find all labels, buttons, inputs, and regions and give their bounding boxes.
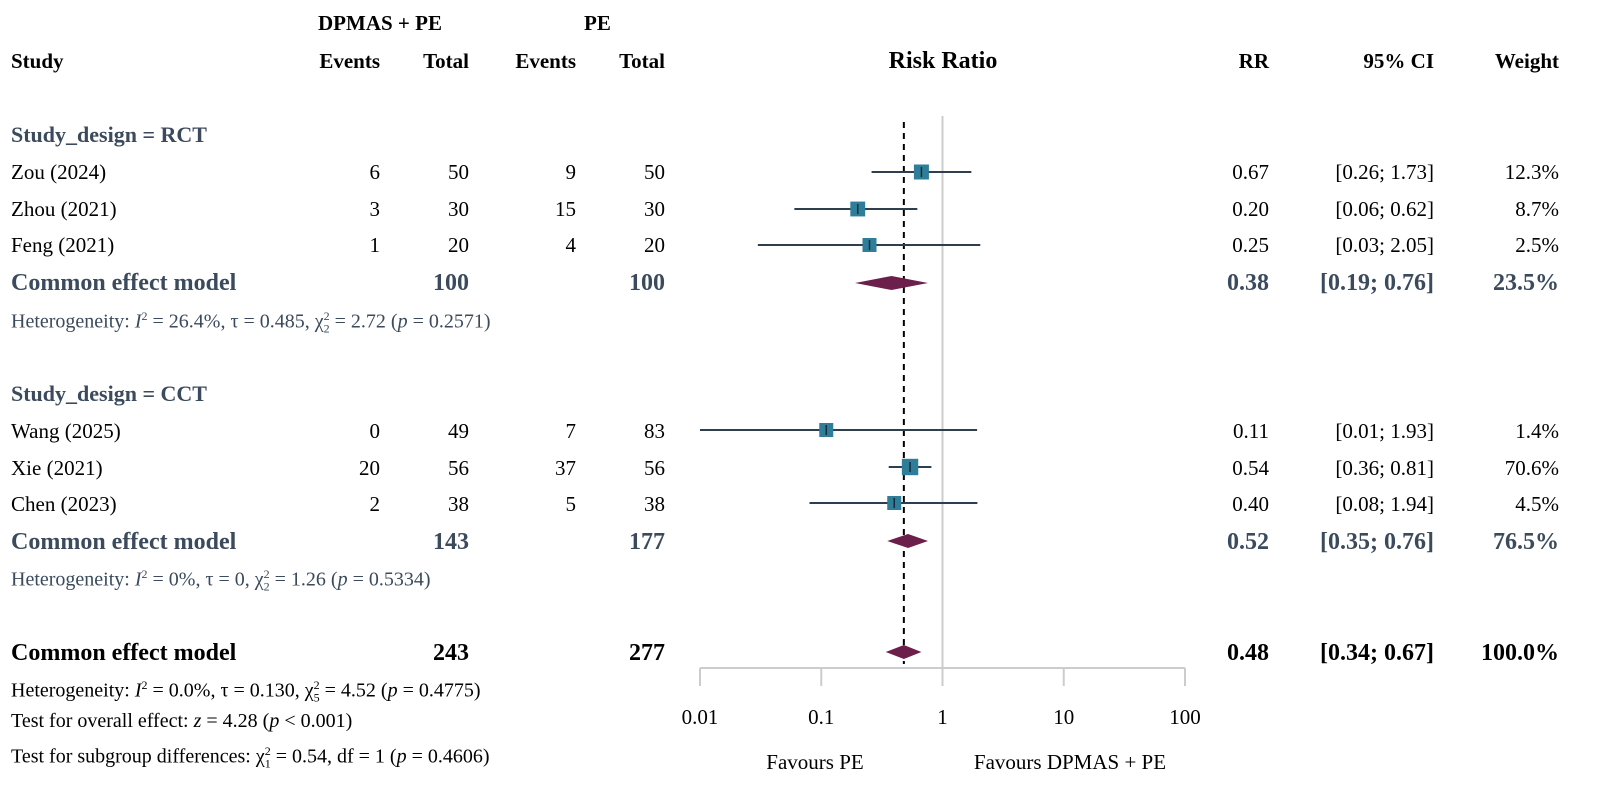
total-exp: 30 (448, 197, 469, 221)
favours-right-label: Favours DPMAS + PE (973, 750, 1167, 774)
column-header-total-exp: Total (423, 49, 469, 73)
total-ctl: 20 (644, 233, 665, 257)
study-name: Wang (2025) (11, 419, 121, 443)
summary-diamond (855, 276, 929, 290)
rr-value: 0.67 (1232, 160, 1269, 184)
column-header-rr: RR (1238, 49, 1269, 73)
weight-value: 8.7% (1515, 197, 1559, 221)
summary-total-exp: 100 (433, 270, 469, 296)
overall-ci: [0.34; 0.67] (1320, 640, 1434, 666)
rr-value: 0.40 (1232, 492, 1269, 516)
events-ctl: 9 (565, 160, 577, 184)
weight-value: 1.4% (1515, 419, 1559, 443)
study-name: Zou (2024) (11, 160, 107, 184)
total-exp: 20 (448, 233, 469, 257)
ci-value: [0.06; 0.62] (1335, 197, 1434, 221)
events-ctl: 15 (555, 197, 576, 221)
events-exp: 20 (359, 456, 380, 480)
events-exp: 1 (369, 233, 381, 257)
summary-label: Common effect model (11, 270, 237, 296)
column-header-ci: 95% CI (1363, 49, 1434, 73)
total-ctl: 50 (644, 160, 665, 184)
overall-total-ctl: 277 (629, 640, 665, 666)
summary-total-ctl: 100 (629, 270, 665, 296)
column-header-total-ctl: Total (619, 49, 665, 73)
total-exp: 50 (448, 160, 469, 184)
weight-value: 4.5% (1515, 492, 1559, 516)
summary-weight: 23.5% (1493, 270, 1559, 296)
overall-heterogeneity-text: Heterogeneity: I2 = 0.0%, τ = 0.130, χ52… (11, 678, 481, 705)
ci-value: [0.01; 1.93] (1335, 419, 1434, 443)
summary-ci: [0.35; 0.76] (1320, 529, 1434, 555)
total-ctl: 83 (644, 419, 665, 443)
x-tick-label: 0.1 (808, 705, 835, 729)
weight-value: 70.6% (1504, 456, 1559, 480)
column-header-weight: Weight (1494, 49, 1559, 73)
x-tick-label: 100 (1169, 705, 1201, 729)
events-ctl: 7 (565, 419, 577, 443)
ci-value: [0.36; 0.81] (1335, 456, 1434, 480)
summary-weight: 76.5% (1493, 529, 1559, 555)
test-overall-effect: Test for overall effect: z = 4.28 (p < 0… (11, 710, 353, 732)
total-exp: 49 (448, 419, 469, 443)
rr-value: 0.20 (1232, 197, 1269, 221)
total-ctl: 56 (644, 456, 665, 480)
study-name: Xie (2021) (11, 456, 103, 480)
rr-value: 0.11 (1233, 419, 1269, 443)
ci-value: [0.03; 2.05] (1335, 233, 1434, 257)
heterogeneity-text: Heterogeneity: I2 = 0%, τ = 0, χ22 = 1.2… (11, 567, 431, 594)
events-exp: 0 (369, 419, 381, 443)
rr-value: 0.25 (1232, 233, 1269, 257)
weight-value: 2.5% (1515, 233, 1559, 257)
total-exp: 56 (448, 456, 469, 480)
summary-ci: [0.19; 0.76] (1320, 270, 1434, 296)
study-name: Zhou (2021) (11, 197, 117, 221)
study-name: Feng (2021) (11, 233, 115, 257)
column-header-study: Study (11, 49, 64, 73)
overall-weight: 100.0% (1481, 640, 1559, 666)
total-ctl: 38 (644, 492, 665, 516)
summary-diamond (887, 534, 929, 548)
summary-rr: 0.52 (1227, 529, 1269, 555)
subgroup-label-cct: Study_design = CCT (11, 381, 207, 406)
x-tick-label: 0.01 (681, 705, 719, 729)
total-ctl: 30 (644, 197, 665, 221)
overall-total-exp: 243 (433, 640, 469, 666)
weight-value: 12.3% (1504, 160, 1559, 184)
summary-total-ctl: 177 (629, 529, 665, 555)
ci-value: [0.26; 1.73] (1335, 160, 1434, 184)
summary-rr: 0.38 (1227, 270, 1269, 296)
group-header-dpmas-pe: DPMAS + PE (318, 11, 442, 35)
overall-label: Common effect model (11, 640, 237, 666)
events-exp: 2 (369, 492, 381, 516)
subgroup-label-rct: Study_design = RCT (11, 122, 207, 147)
column-header-risk-ratio: Risk Ratio (888, 48, 998, 74)
x-tick-label: 10 (1053, 705, 1075, 729)
events-exp: 6 (369, 160, 381, 184)
favours-left-label: Favours PE (766, 750, 864, 774)
test-subgroup-differences: Test for subgroup differences: χ12 = 0.5… (11, 744, 490, 771)
x-tick-label: 1 (937, 705, 948, 729)
heterogeneity-text: Heterogeneity: I2 = 26.4%, τ = 0.485, χ2… (11, 309, 491, 336)
group-header-pe: PE (584, 11, 611, 35)
events-exp: 3 (369, 197, 381, 221)
study-name: Chen (2023) (11, 492, 117, 516)
summary-label: Common effect model (11, 529, 237, 555)
events-ctl: 5 (565, 492, 577, 516)
overall-rr: 0.48 (1227, 640, 1269, 666)
summary-total-exp: 143 (433, 529, 469, 555)
ci-value: [0.08; 1.94] (1335, 492, 1434, 516)
column-header-events-ctl: Events (515, 49, 576, 73)
column-header-events-exp: Events (319, 49, 380, 73)
total-exp: 38 (448, 492, 469, 516)
summary-diamond (885, 645, 922, 659)
events-ctl: 37 (555, 456, 576, 480)
events-ctl: 4 (565, 233, 577, 257)
rr-value: 0.54 (1232, 456, 1269, 480)
